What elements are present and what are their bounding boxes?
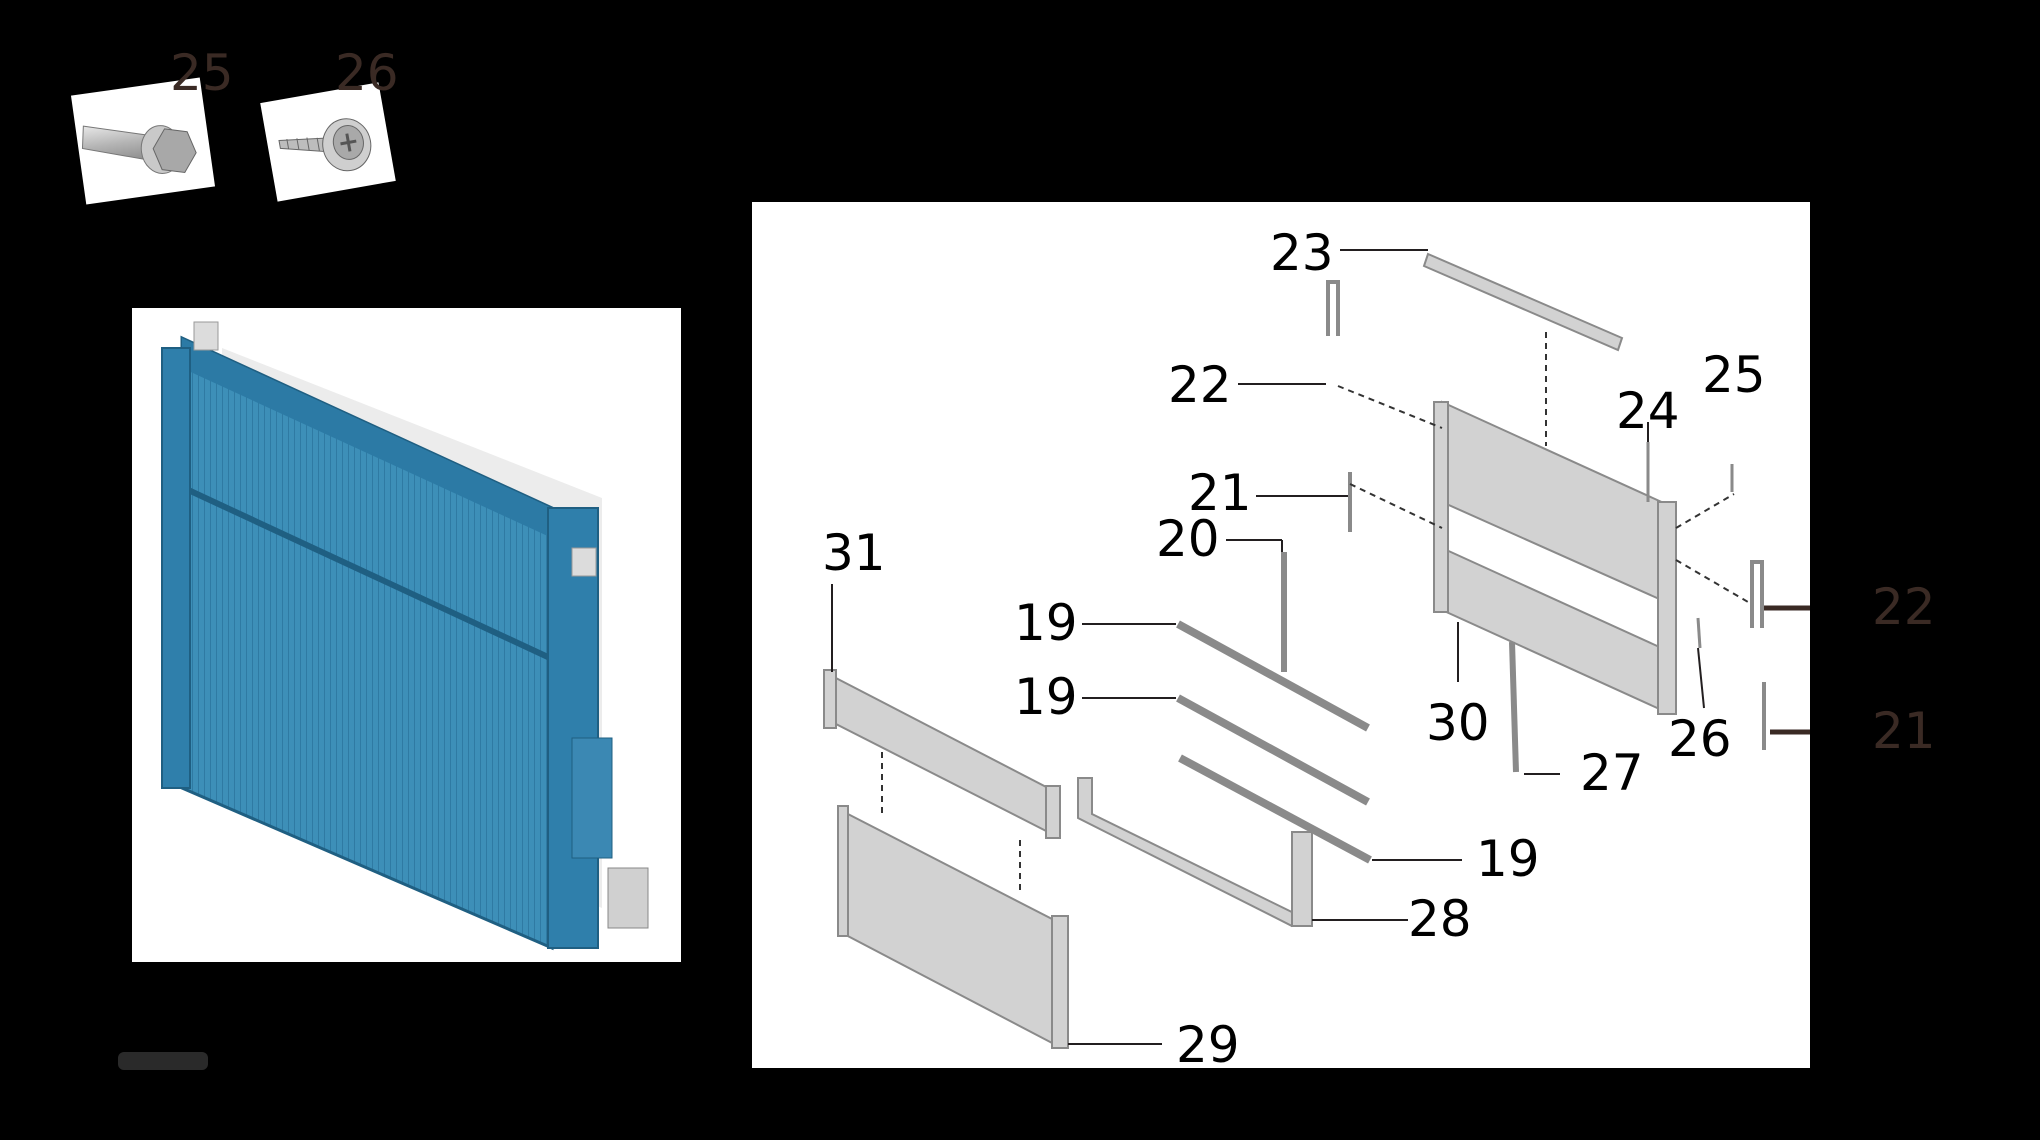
callout-19-c: 19 [1476,830,1540,888]
callout-19-b: 19 [1014,668,1078,726]
callout-20: 20 [1156,510,1220,568]
callout-28: 28 [1408,890,1472,948]
callout-27: 27 [1580,744,1644,802]
callout-29: 29 [1176,1016,1240,1074]
bolt-thumbnail [70,77,216,205]
part-29-condenser [843,810,1055,1046]
part-22-right-pin [1750,560,1764,628]
part-26-fastener [1696,617,1702,649]
part-19-seal-c [1178,754,1372,864]
small-logo-mark [118,1052,208,1070]
callout-22-left: 22 [1168,356,1232,414]
callout-19-a: 19 [1014,594,1078,652]
washer-screw-icon [278,118,372,172]
callout-26-hardware: 26 [335,44,399,102]
callout-31: 31 [822,524,886,582]
part-19-seal-b [1176,694,1370,806]
part-23-top-bracket [1422,252,1624,352]
callout-25-hardware: 25 [170,44,234,102]
callout-21-right: 21 [1872,702,1936,760]
callout-21-left: 21 [1188,464,1252,522]
part-22-pin [1326,280,1340,336]
part-28-frame [1077,777,1305,928]
radiator-assembly-view [132,308,681,962]
screw-thumbnail [260,82,396,202]
callout-24: 24 [1616,382,1680,440]
exploded-parts-diagram [823,249,1810,1049]
callout-22-right: 22 [1872,578,1936,636]
callout-25-panel: 25 [1702,346,1766,404]
exploded-diagram-panel: 23 22 25 24 21 20 31 19 19 22 30 21 26 2… [752,202,1936,1074]
callout-26-panel: 26 [1668,710,1732,768]
callout-30: 30 [1426,694,1490,752]
callout-23: 23 [1270,224,1334,282]
hex-bolt-icon [81,125,197,174]
part-19-seal-a [1176,620,1370,732]
part-27-rod [1509,641,1519,773]
radiator-assembly-icon [161,321,649,951]
